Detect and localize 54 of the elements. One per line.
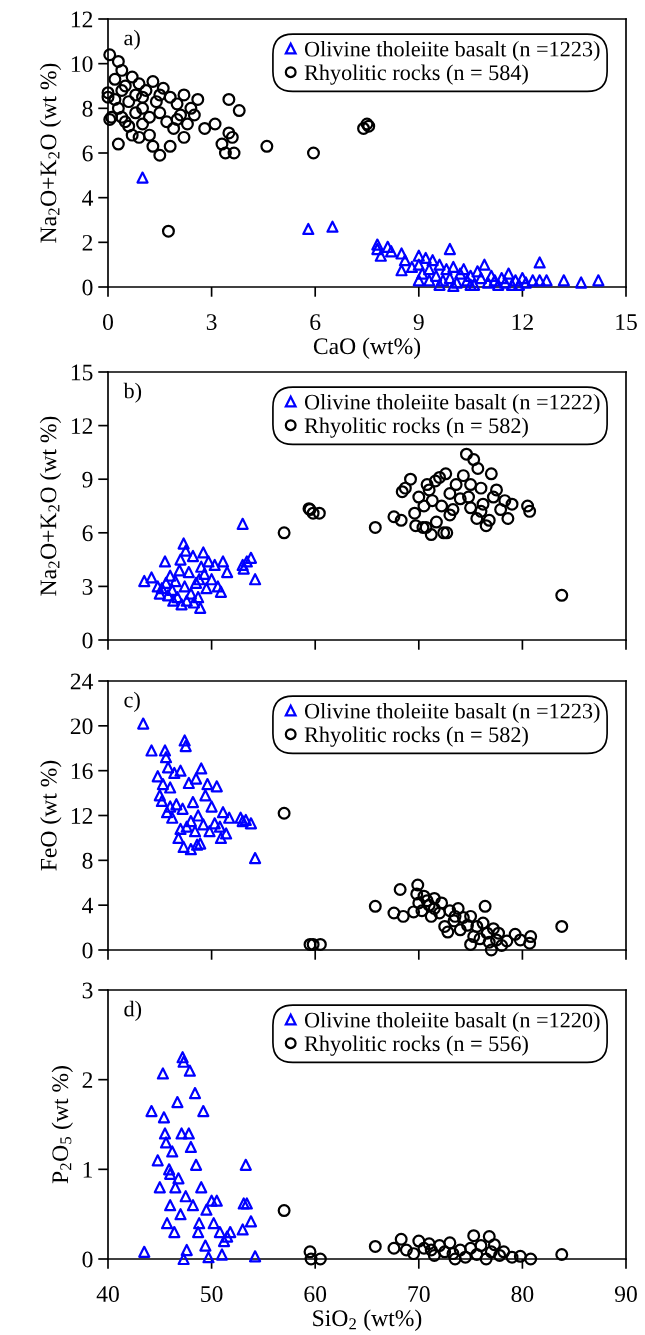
x-tick-label: 15 xyxy=(616,314,637,331)
y-tick-label: 12 xyxy=(71,808,93,824)
y-tick-label: 20 xyxy=(70,718,93,735)
x-tick-label: 90 xyxy=(614,1286,637,1303)
x-axis-title: SiO$_{2}$ (wt%) xyxy=(313,1309,422,1331)
y-tick-label: 6 xyxy=(82,145,93,162)
y-tick-label: 0 xyxy=(82,942,93,959)
x-tick-label: 60 xyxy=(304,1286,327,1303)
y-tick-label: 8 xyxy=(82,852,93,869)
y-tick-label: 6 xyxy=(82,525,93,542)
y-tick-label: 3 xyxy=(82,982,93,999)
y-tick-label: 12 xyxy=(71,11,93,28)
annotation: d) xyxy=(124,1000,142,1021)
y-tick-label: 16 xyxy=(71,763,93,780)
legend-label: Rhyolitic rocks (n = 584) xyxy=(304,64,528,85)
x-tick-label: 70 xyxy=(408,1286,430,1303)
x-tick-label: 12 xyxy=(512,314,533,330)
x-tick-label: 80 xyxy=(511,1286,534,1303)
y-tick-label: 2 xyxy=(82,1072,93,1088)
y-axis-title: FeO (wt %) xyxy=(40,760,62,871)
legend-label: Olivine tholeiite basalt (n =1223) xyxy=(304,702,600,724)
x-tick-label: 0 xyxy=(103,314,113,331)
y-tick-label: 12 xyxy=(71,418,93,434)
y-tick-label: 3 xyxy=(82,578,93,595)
y-tick-label: 10 xyxy=(71,56,93,73)
legend-label: Rhyolitic rocks (n = 582) xyxy=(304,726,528,747)
x-tick-label: 50 xyxy=(201,1286,223,1303)
y-axis-title: Na$_{2}$O+K$_{2}$O (wt %) xyxy=(39,416,62,596)
x-tick-label: 3 xyxy=(206,314,217,331)
y-tick-label: 8 xyxy=(82,100,93,117)
legend-label: Rhyolitic rocks (n = 582) xyxy=(304,417,528,438)
y-axis-title: Na$_{2}$O+K$_{2}$O (wt %) xyxy=(39,63,62,243)
x-tick-label: 40 xyxy=(96,1286,119,1303)
y-tick-label: 4 xyxy=(82,897,94,914)
legend-label: Olivine tholeiite basalt (n =1222) xyxy=(304,393,600,415)
legend-label: Olivine tholeiite basalt (n =1223) xyxy=(304,40,600,62)
x-tick-label: 6 xyxy=(310,314,321,331)
annotation: a) xyxy=(124,29,140,50)
y-tick-label: 15 xyxy=(71,364,93,381)
y-tick-label: 2 xyxy=(82,234,93,251)
y-tick-label: 0 xyxy=(82,279,93,296)
y-axis-title: P$_{2}$O$_{5}$ (wt %) xyxy=(51,1066,73,1184)
x-axis-title: CaO (wt%) xyxy=(313,337,421,359)
y-tick-label: 1 xyxy=(83,1161,92,1178)
annotation: b) xyxy=(123,382,142,403)
y-tick-label: 0 xyxy=(82,1251,93,1268)
legend-label: Olivine tholeiite basalt (n =1220) xyxy=(304,1011,600,1033)
y-tick-label: 4 xyxy=(82,190,94,206)
y-tick-label: 9 xyxy=(82,471,93,488)
x-tick-label: 9 xyxy=(413,314,424,331)
y-tick-label: 0 xyxy=(82,632,93,649)
annotation: c) xyxy=(124,691,140,712)
y-tick-label: 24 xyxy=(70,673,94,690)
legend-label: Rhyolitic rocks (n = 556) xyxy=(304,1035,528,1056)
